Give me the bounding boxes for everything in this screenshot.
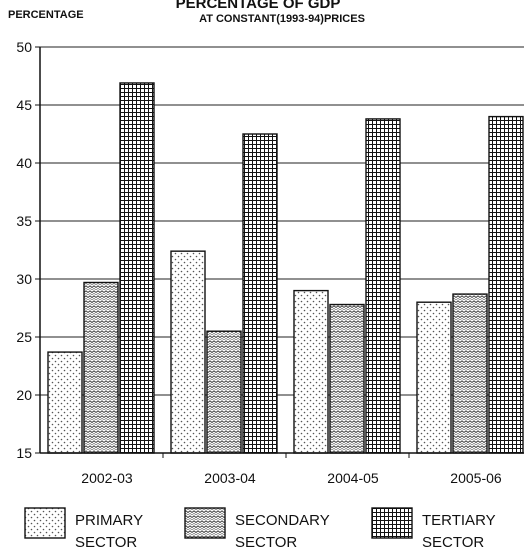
x-category-label: 2002-03: [81, 470, 133, 486]
bar-waves-2004-05: [329, 303, 365, 454]
y-tick-labels: 15 20 25 30 35 40 45 50: [16, 39, 32, 461]
legend: PRIMARY SECTOR SECONDARY SECTOR TERTIARY SECT…: [24, 507, 496, 551]
bars: [47, 82, 524, 454]
y-axis-label: PERCENTAGE: [8, 9, 84, 21]
bar-dots-2003-04: [170, 250, 206, 454]
y-tick-label: 20: [16, 387, 32, 403]
chart-subtitle: AT CONSTANT(1993-94)PRICES: [199, 13, 365, 25]
chart-title: PERCENTAGE OF GDP: [176, 0, 341, 12]
x-category-labels: 2002-03 2003-04 2004-05 2005-06: [81, 470, 502, 486]
bar-grid-2005-06: [488, 115, 524, 454]
legend-label: PRIMARY: [75, 512, 143, 529]
y-tick-label: 30: [16, 271, 32, 287]
legend-label: TERTIARY: [422, 512, 496, 529]
x-category-label: 2004-05: [327, 470, 379, 486]
bar-grid-2002-03: [119, 82, 155, 454]
bar-waves-2002-03: [83, 281, 119, 454]
legend-label: SECTOR: [235, 534, 297, 551]
x-category-label: 2005-06: [450, 470, 502, 486]
y-tick-label: 40: [16, 155, 32, 171]
y-tick-label: 15: [16, 445, 32, 461]
legend-label: SECONDARY: [235, 512, 330, 529]
bar-dots-2004-05: [293, 289, 329, 454]
legend-swatch: [184, 507, 226, 539]
legend-swatch: [24, 507, 66, 539]
y-tick-label: 50: [16, 39, 32, 55]
y-tick-label: 45: [16, 97, 32, 113]
bar-dots-2005-06: [416, 301, 452, 454]
bar-waves-2003-04: [206, 330, 242, 454]
bar-waves-2005-06: [452, 293, 488, 454]
legend-item-waves: SECONDARY SECTOR: [184, 507, 330, 551]
legend-label: SECTOR: [422, 534, 484, 551]
y-tick-label: 35: [16, 213, 32, 229]
bar-grid-2004-05: [365, 118, 401, 454]
axes: [35, 46, 524, 458]
legend-label: SECTOR: [75, 534, 137, 551]
legend-item-grid: TERTIARY SECTOR: [371, 507, 496, 551]
x-category-label: 2003-04: [204, 470, 256, 486]
legend-item-dots: PRIMARY SECTOR: [24, 507, 143, 551]
y-tick-label: 25: [16, 329, 32, 345]
bar-dots-2002-03: [47, 351, 83, 454]
legend-swatch: [371, 507, 413, 539]
bar-grid-2003-04: [242, 133, 278, 454]
